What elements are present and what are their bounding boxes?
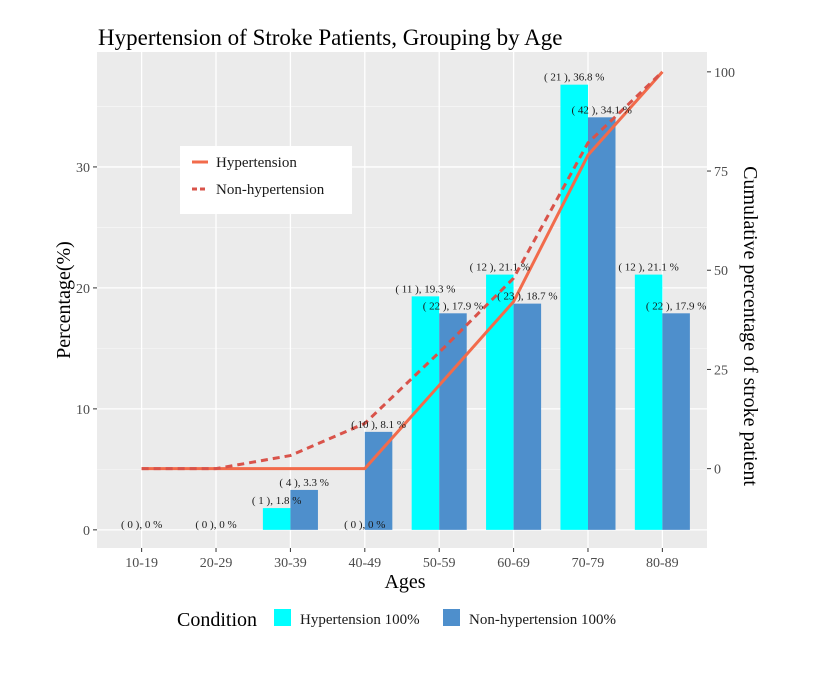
data-labels: ( 0 ), 0 % ( 0 ), 0 % ( 1 ), 1.8 % ( 0 ), 0…	[121, 72, 706, 531]
y-tick-label: 10	[76, 403, 90, 418]
x-tick-label: 80-89	[646, 556, 679, 571]
y2-tick-label: 25	[714, 363, 728, 378]
non-hypertension-value-label-50-59: ( 22 ), 17.9 %	[423, 300, 484, 312]
y-tick-label: 0	[83, 524, 90, 539]
y2-tick-label: 100	[714, 66, 735, 81]
hypertension-bar-70-79	[560, 84, 588, 530]
y-tick-label: 20	[76, 282, 90, 297]
hypertension-cumulative-line	[141, 70, 664, 471]
non-hypertension-bar-80-89	[662, 313, 690, 530]
hypertension-value-label-70-79: ( 21 ), 36.8 %	[544, 72, 605, 84]
x-tick-label: 30-39	[274, 556, 307, 571]
non-hypertension-value-label-60-69: ( 23 ), 18.7 %	[497, 291, 558, 303]
x-tick-label: 60-69	[497, 556, 530, 571]
hypertension-value-label-20-29: ( 0 ), 0 %	[195, 519, 236, 531]
non-hypertension-bar-50-59	[439, 313, 467, 530]
hypertension-value-label-50-59: ( 11 ), 19.3 %	[395, 283, 455, 295]
hypertension-bar-30-39	[262, 508, 291, 530]
non-hypertension-value-label-40-49: ( 10 ), 8.1 %	[351, 419, 406, 431]
legend-hypertension-swatch	[274, 609, 291, 626]
legend-non-hypertension-bar-label: Non-hypertension 100%	[469, 612, 616, 628]
legend-item-hypertension: Hypertension	[216, 155, 297, 171]
line-legend-box	[180, 146, 352, 214]
non-hypertension-cumulative-line	[141, 70, 664, 471]
axes: 0 10 20 30 0 25 50 75 100 10-19 20-29 30-39 40-49 50-…	[76, 66, 735, 571]
y2-tick-label: 0	[714, 463, 721, 478]
hypertension-bar-80-89	[634, 274, 663, 530]
chart-title: Hypertension of Stroke Patients, Groupin…	[98, 25, 562, 50]
x-axis-title: Ages	[384, 571, 425, 593]
line-legend: Hypertension Non-hypertension	[180, 146, 352, 214]
hypertension-value-label-60-69: ( 12 ), 21.1 %	[470, 262, 531, 274]
y2-tick-label: 50	[714, 264, 728, 279]
hypertension-value-label-80-89: ( 12 ), 21.1 %	[618, 262, 679, 274]
non-hypertension-value-label-80-89: ( 22 ), 17.9 %	[646, 300, 707, 312]
x-tick-label: 70-79	[572, 556, 605, 571]
x-tick-label: 40-49	[348, 556, 381, 571]
non-hypertension-bar-70-79	[587, 117, 616, 530]
y2-tick-label: 75	[714, 165, 728, 180]
x-tick-label: 50-59	[423, 556, 456, 571]
hypertension-bar-60-69	[486, 274, 514, 530]
legend-non-hypertension-swatch	[443, 609, 460, 626]
non-hypertension-bar-60-69	[513, 303, 542, 530]
legend-condition-title: Condition	[177, 609, 257, 631]
legend-hypertension-bar-label: Hypertension 100%	[300, 612, 420, 628]
y-tick-label: 30	[76, 161, 90, 176]
hypertension-value-label-30-39: ( 1 ), 1.8 %	[252, 495, 302, 507]
non-hypertension-value-label-70-79: ( 42 ), 34.1 %	[571, 104, 632, 116]
cumulative-lines	[141, 70, 664, 471]
non-hypertension-bar-30-39	[290, 489, 318, 530]
hypertension-value-label-40-49: ( 0 ), 0 %	[344, 519, 385, 531]
x-tick-label: 20-29	[200, 556, 233, 571]
non-hypertension-value-label-30-39: ( 4 ), 3.3 %	[279, 477, 329, 489]
x-tick-label: 10-19	[125, 556, 158, 571]
y-axis-title: Percentage(%)	[53, 241, 75, 359]
bar-legend: Condition Hypertension 100% Non-hyperten…	[177, 609, 616, 631]
legend-item-non-hypertension: Non-hypertension	[216, 182, 325, 198]
y2-axis-title: Cumulative percentage of stroke patient	[739, 166, 761, 486]
non-hypertension-bar-40-49	[364, 431, 393, 530]
hypertension-value-label-10-19: ( 0 ), 0 %	[121, 519, 162, 531]
